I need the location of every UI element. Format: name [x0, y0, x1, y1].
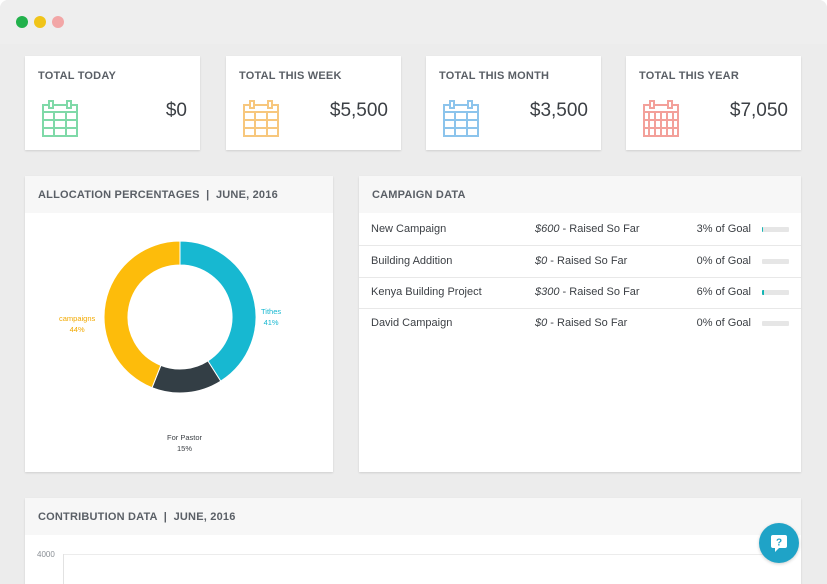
stat-card-month: TOTAL THIS MONTH $3,500	[426, 56, 601, 150]
gridline	[63, 554, 791, 555]
campaign-panel: CAMPAIGN DATA New Campaign $600 - Raised…	[359, 176, 801, 472]
tithes-pct: 41%	[263, 318, 279, 327]
campaign-progress-bar	[762, 290, 789, 295]
campaign-name: New Campaign	[371, 223, 447, 235]
calendar-icon	[243, 100, 279, 137]
allocation-panel: ALLOCATION PERCENTAGES | JUNE, 2016 Tith…	[25, 176, 333, 472]
maximize-window-button[interactable]	[52, 16, 64, 28]
minimize-window-button[interactable]	[34, 16, 46, 28]
campaigns-pct: 44%	[69, 325, 85, 334]
title-bar	[0, 0, 827, 44]
pastor-name: For Pastor	[167, 433, 203, 442]
allocation-donut-chart	[103, 240, 257, 394]
campaign-amount: $0	[535, 317, 548, 329]
stat-title: TOTAL THIS YEAR	[639, 70, 739, 82]
campaign-row[interactable]: Kenya Building Project $300 - Raised So …	[359, 277, 801, 309]
campaign-row[interactable]: Building Addition $0 - Raised So Far 0% …	[359, 246, 801, 278]
pie-slice-campaigns[interactable]	[103, 240, 181, 389]
campaign-progress-bar	[762, 321, 789, 326]
contribution-title: CONTRIBUTION DATA | JUNE, 2016	[38, 511, 236, 523]
pie-slice-tithes[interactable]	[179, 240, 257, 382]
chat-help-icon: ?	[771, 535, 787, 552]
campaign-amount: $0	[535, 255, 548, 267]
stat-title: TOTAL THIS MONTH	[439, 70, 550, 82]
contribution-panel: CONTRIBUTION DATA | JUNE, 2016 4000	[25, 498, 801, 584]
panel-header: ALLOCATION PERCENTAGES | JUNE, 2016	[25, 176, 333, 213]
svg-text:?: ?	[776, 538, 782, 549]
campaign-name: David Campaign	[371, 317, 453, 329]
pastor-pct: 15%	[177, 444, 193, 453]
campaign-goal: 0% of Goal	[696, 317, 751, 329]
stat-value: $3,500	[529, 100, 588, 121]
pie-slice-for-pastor[interactable]	[151, 360, 222, 394]
tithes-name: Tithes	[261, 307, 282, 316]
campaigns-name: campaigns	[59, 314, 96, 323]
campaign-raised-suffix: - Raised So Far	[559, 286, 640, 298]
stat-card-today: TOTAL TODAY $0	[25, 56, 200, 150]
campaign-goal: 0% of Goal	[696, 255, 751, 267]
campaign-raised-suffix: - Raised So Far	[547, 317, 628, 329]
calendar-icon	[42, 100, 78, 137]
panel-header: CONTRIBUTION DATA | JUNE, 2016	[25, 498, 801, 535]
stat-title: TOTAL TODAY	[38, 70, 116, 82]
panel-header: CAMPAIGN DATA	[359, 176, 801, 213]
campaign-amount: $300	[535, 286, 560, 298]
tithes-label: Tithes 41%	[261, 306, 281, 328]
campaign-raised: $300 - Raised So Far	[535, 286, 640, 298]
campaign-progress-bar	[762, 227, 789, 232]
campaigns-label: campaigns 44%	[59, 313, 95, 335]
campaign-raised-suffix: - Raised So Far	[547, 255, 628, 267]
campaign-name: Building Addition	[371, 255, 453, 267]
calendar-icon	[643, 100, 679, 137]
campaign-progress-bar	[762, 259, 789, 264]
pastor-label: For Pastor 15%	[167, 432, 202, 454]
campaign-raised-suffix: - Raised So Far	[559, 223, 640, 235]
campaign-progress-fill	[762, 227, 763, 232]
allocation-title: ALLOCATION PERCENTAGES | JUNE, 2016	[38, 189, 278, 201]
campaign-amount: $600	[535, 223, 560, 235]
campaign-row[interactable]: David Campaign $0 - Raised So Far 0% of …	[359, 308, 801, 339]
help-chat-button[interactable]: ?	[759, 523, 799, 563]
campaign-name: Kenya Building Project	[371, 286, 482, 298]
y-axis-tick-label: 4000	[37, 550, 55, 559]
y-axis-line	[63, 554, 64, 584]
stat-card-year: TOTAL THIS YEAR $7,050	[626, 56, 801, 150]
campaign-raised: $600 - Raised So Far	[535, 223, 640, 235]
stat-value: $5,500	[329, 100, 388, 121]
campaign-title: CAMPAIGN DATA	[372, 189, 466, 201]
calendar-icon	[443, 100, 479, 137]
stat-value: $7,050	[729, 100, 788, 121]
campaign-raised: $0 - Raised So Far	[535, 317, 627, 329]
stat-title: TOTAL THIS WEEK	[239, 70, 342, 82]
campaign-goal: 3% of Goal	[696, 223, 751, 235]
campaign-raised: $0 - Raised So Far	[535, 255, 627, 267]
stat-card-week: TOTAL THIS WEEK $5,500	[226, 56, 401, 150]
close-window-button[interactable]	[16, 16, 28, 28]
campaign-goal: 6% of Goal	[696, 286, 751, 298]
campaign-row[interactable]: New Campaign $600 - Raised So Far 3% of …	[359, 214, 801, 246]
stat-value: $0	[165, 100, 187, 121]
campaign-progress-fill	[762, 290, 764, 295]
